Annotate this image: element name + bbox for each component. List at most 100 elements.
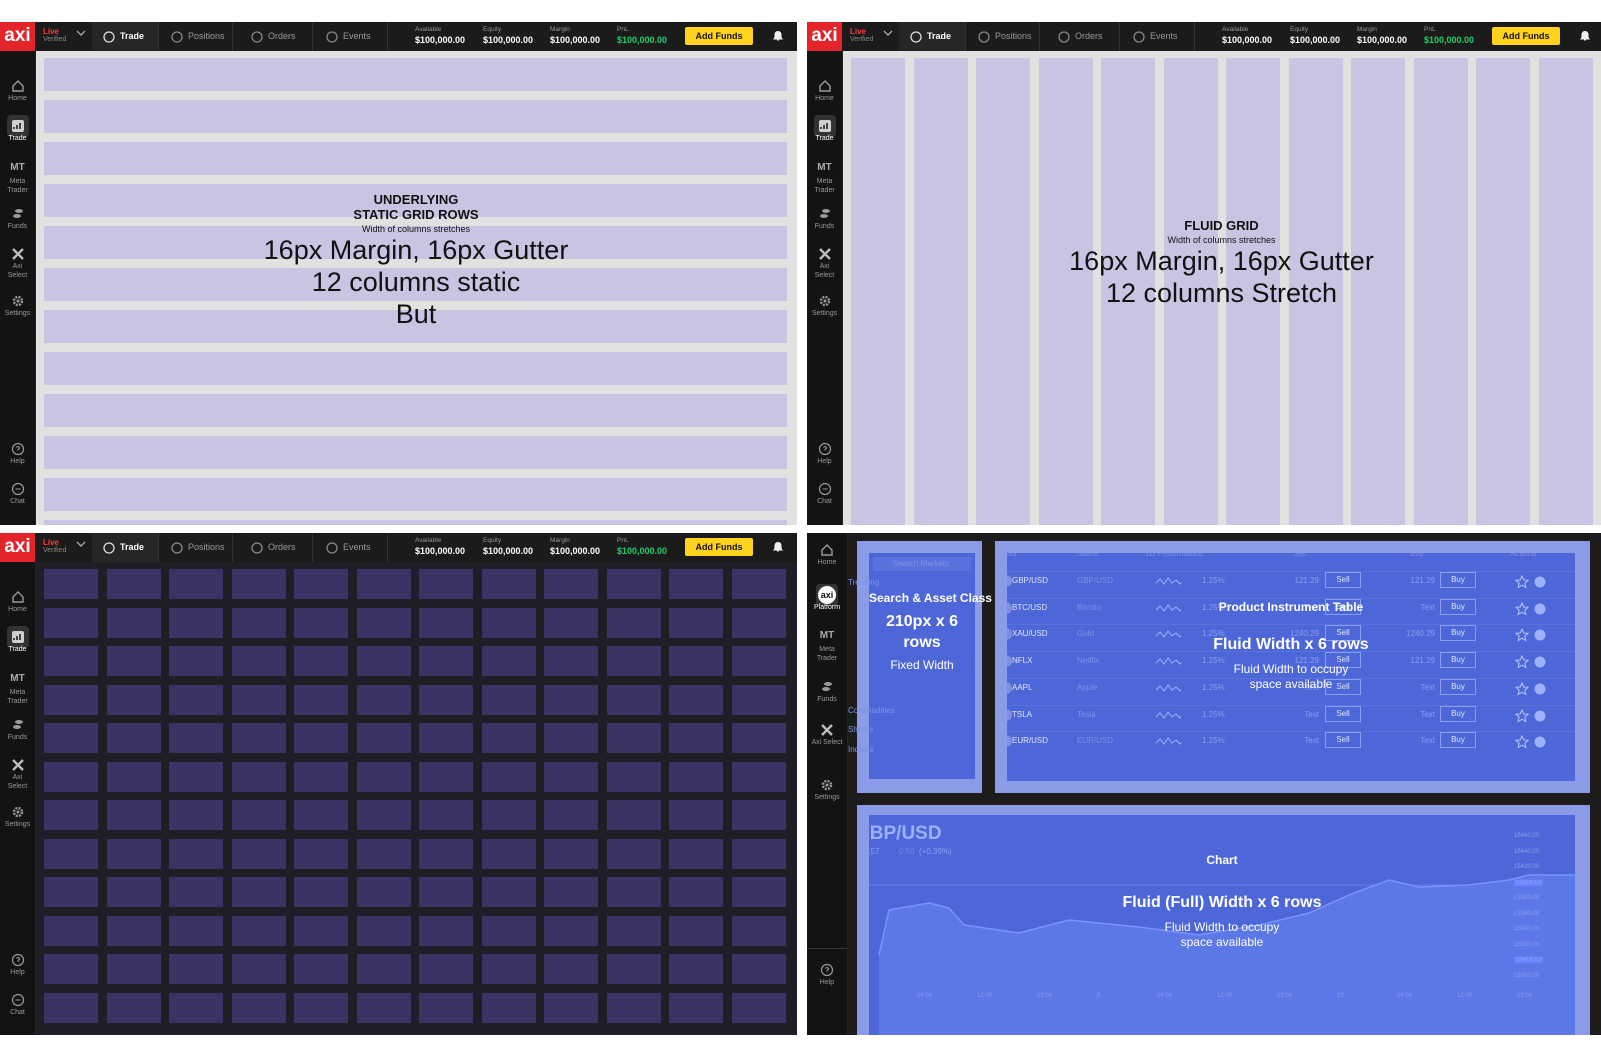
buy-button[interactable]: Buy: [1440, 732, 1476, 749]
add-funds-button[interactable]: Add Funds: [1492, 27, 1560, 45]
buy-button[interactable]: Buy: [1440, 625, 1476, 642]
side-nav-item[interactable]: Help: [809, 442, 840, 472]
nav-tab[interactable]: Events: [315, 22, 388, 51]
grid-cell: [544, 954, 598, 984]
nav-tab[interactable]: Events: [315, 533, 388, 562]
sell-button[interactable]: Sell: [1325, 652, 1361, 669]
side-nav-item[interactable]: Funds: [2, 207, 33, 241]
account-status: Verified: [43, 36, 67, 43]
side-nav-item[interactable]: Trade: [809, 115, 840, 153]
stat-value: $100,000.00: [1290, 35, 1341, 45]
grid-cell: [419, 569, 473, 599]
side-nav-item[interactable]: Chat: [2, 482, 33, 512]
side-nav-item[interactable]: Help: [2, 953, 33, 983]
asset-class-item[interactable]: Commodities: [848, 706, 895, 715]
star-icon: [1515, 575, 1529, 589]
sell-button[interactable]: Sell: [1325, 625, 1361, 642]
side-nav-item[interactable]: Funds: [2, 718, 33, 752]
tab-label: Positions: [995, 31, 1032, 41]
screen-panel: axi Live Verified Trade Positions Orders Event…: [807, 22, 1601, 525]
sell-button[interactable]: Sell: [1325, 678, 1361, 695]
info-icon: [1534, 576, 1546, 588]
side-nav-item[interactable]: Settings: [2, 294, 33, 328]
sell-button[interactable]: Sell: [1325, 572, 1361, 588]
side-nav-item[interactable]: Help: [809, 963, 845, 993]
sell-button[interactable]: Sell: [1325, 598, 1361, 615]
nav-tab[interactable]: Trade: [899, 22, 966, 51]
nav-tab[interactable]: Positions: [967, 22, 1040, 51]
side-nav-item[interactable]: Axi Select: [809, 247, 840, 281]
buy-button[interactable]: Buy: [1440, 598, 1476, 615]
account-switch[interactable]: Live Verified: [36, 533, 88, 562]
icon-text: MT: [817, 162, 832, 173]
symbol-cell: AAPL: [1012, 682, 1033, 692]
grid-cell: [606, 954, 661, 984]
account-switch[interactable]: Live Verified: [36, 22, 88, 51]
nav-icon: [818, 80, 831, 92]
side-nav-item[interactable]: MT Meta Trader: [809, 630, 845, 664]
nav-tab[interactable]: Orders: [240, 22, 313, 51]
top-bar: axi Live Verified Trade Positions Orders Event…: [807, 22, 1601, 51]
side-nav-item[interactable]: Home: [809, 79, 840, 113]
grid-cell: [106, 569, 161, 599]
side-nav-item[interactable]: MT Meta Trader: [809, 162, 840, 196]
side-nav-item[interactable]: Home: [2, 590, 33, 624]
nav-tab[interactable]: Positions: [160, 22, 233, 51]
flag-icon: [1007, 681, 1012, 694]
grid-row: [44, 58, 787, 91]
buy-button[interactable]: Buy: [1440, 705, 1476, 722]
nav-tab[interactable]: Positions: [160, 533, 233, 562]
side-nav-item[interactable]: Settings: [809, 778, 845, 812]
side-nav-item[interactable]: Axi Select: [809, 723, 845, 757]
side-nav-item[interactable]: MT Meta Trader: [2, 162, 33, 196]
grid-cell: [419, 607, 473, 638]
time-axis-label: 18:00: [1037, 993, 1053, 999]
side-nav-item[interactable]: Help: [2, 442, 33, 472]
asset-class-item[interactable]: Indices: [848, 745, 874, 754]
grid-cell: [356, 569, 411, 599]
flag-icon: [1007, 628, 1012, 641]
side-nav-item[interactable]: Axi Select: [2, 758, 33, 792]
nav-tab[interactable]: Events: [1122, 22, 1195, 51]
side-nav-item[interactable]: Settings: [2, 805, 33, 839]
sell-button[interactable]: Sell: [1325, 705, 1361, 722]
grid-cell: [44, 915, 98, 946]
side-nav-item[interactable]: MT Meta Trader: [2, 673, 33, 707]
account-switch[interactable]: Live Verified: [843, 22, 895, 51]
side-nav-item[interactable]: Chat: [809, 482, 840, 512]
nav-tab[interactable]: Orders: [240, 533, 313, 562]
side-nav-item[interactable]: Chat: [2, 993, 33, 1023]
side-nav-item[interactable]: axi Platform: [809, 584, 845, 622]
nav-tab[interactable]: Orders: [1047, 22, 1120, 51]
grid-column: [1538, 58, 1593, 525]
nav-tab[interactable]: Trade: [92, 533, 159, 562]
add-funds-button[interactable]: Add Funds: [685, 538, 753, 556]
side-nav-item[interactable]: Axi Select: [2, 247, 33, 281]
asset-class-item[interactable]: Trending: [848, 578, 880, 587]
tab-icon: [1058, 31, 1070, 43]
tab-icon: [251, 542, 263, 554]
grid-cell: [544, 607, 598, 638]
nav-tab[interactable]: Trade: [92, 22, 159, 51]
buy-button[interactable]: Buy: [1440, 678, 1476, 695]
sell-button[interactable]: Sell: [1325, 732, 1361, 749]
buy-button[interactable]: Buy: [1440, 572, 1476, 588]
chevron: [76, 30, 86, 36]
side-nav-item[interactable]: Settings: [809, 294, 840, 328]
side-nav-item[interactable]: Funds: [809, 207, 840, 241]
buy-button[interactable]: Buy: [1440, 652, 1476, 669]
side-nav-item[interactable]: Funds: [809, 680, 845, 714]
side-nav-item[interactable]: Home: [2, 79, 33, 113]
side-nav-item[interactable]: Trade: [2, 626, 33, 664]
side-nav: Home Trade MT Meta Trader Funds Axi Select Set…: [807, 51, 843, 525]
asset-class-item[interactable]: Shares: [848, 725, 874, 734]
side-nav-item[interactable]: Trade: [2, 115, 33, 153]
sparkline: [1155, 710, 1181, 719]
grid-cell: [294, 684, 348, 715]
add-funds-button[interactable]: Add Funds: [685, 27, 753, 45]
search-input[interactable]: Search Markets: [873, 557, 971, 571]
grid-column: [851, 58, 905, 525]
grid-cell: [231, 761, 286, 792]
grid-cell: [106, 915, 161, 946]
side-nav-item[interactable]: Home: [809, 543, 845, 577]
